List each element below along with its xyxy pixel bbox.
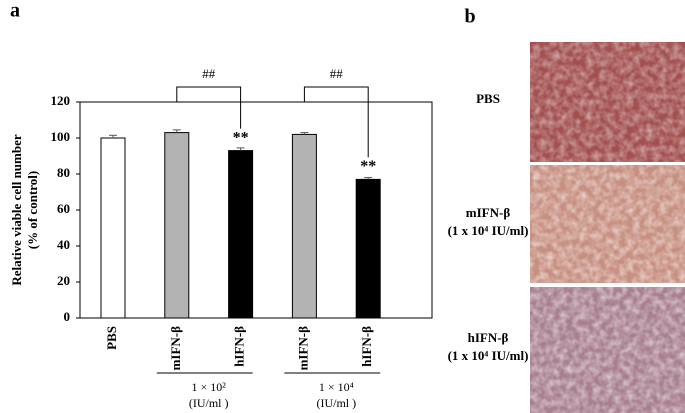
x-tick-label: mIFN-β (295, 326, 310, 371)
error-bar (172, 129, 181, 133)
bar (355, 178, 381, 319)
bracket (303, 86, 369, 158)
y-tick-label: 100 (51, 129, 71, 144)
group-unit: (IU/ml ) (316, 396, 356, 410)
image-sublabel: (1 x 10⁴ IU/ml) (448, 223, 529, 238)
y-axis-label: Relative viable cell number (9, 134, 24, 286)
image-label: mIFN-β (466, 205, 511, 220)
micrograph-texture (530, 42, 685, 162)
y-tick-label: 20 (57, 273, 70, 288)
panel-label: b (464, 6, 475, 28)
group-label: 1 × 10² (192, 380, 227, 394)
micrograph-texture (530, 287, 685, 413)
bracket (176, 86, 242, 129)
annotation: ## (202, 66, 216, 81)
error-bar (109, 134, 117, 138)
y-tick-label: 40 (57, 237, 70, 252)
bar (228, 150, 254, 319)
y-tick-label: 0 (64, 309, 71, 324)
y-tick-label: 80 (57, 165, 70, 180)
x-tick-label: hIFN-β (359, 326, 374, 367)
annotation: ** (233, 129, 249, 146)
y-tick-label: 60 (57, 201, 70, 216)
bar (291, 133, 317, 319)
group-label: 1 × 10⁴ (319, 380, 354, 394)
y-axis-label: (% of control) (25, 171, 40, 249)
image-label: hIFN-β (468, 330, 509, 345)
error-bar (236, 147, 245, 151)
bar (164, 132, 190, 319)
panel-label: a (10, 0, 20, 22)
y-tick-label: 120 (51, 93, 71, 108)
error-bar (300, 132, 309, 135)
x-tick-label: PBS (104, 326, 119, 350)
x-tick-label: mIFN-β (168, 326, 183, 371)
image-sublabel: (1 x 10⁴ IU/ml) (448, 348, 529, 363)
annotation: ** (360, 158, 376, 175)
group-unit: (IU/ml ) (189, 396, 229, 410)
annotation: ## (330, 66, 344, 81)
bar (100, 137, 126, 319)
micrograph-texture (530, 165, 685, 283)
x-tick-label: hIFN-β (232, 326, 247, 367)
image-label: PBS (476, 91, 500, 106)
error-bar (364, 177, 373, 180)
